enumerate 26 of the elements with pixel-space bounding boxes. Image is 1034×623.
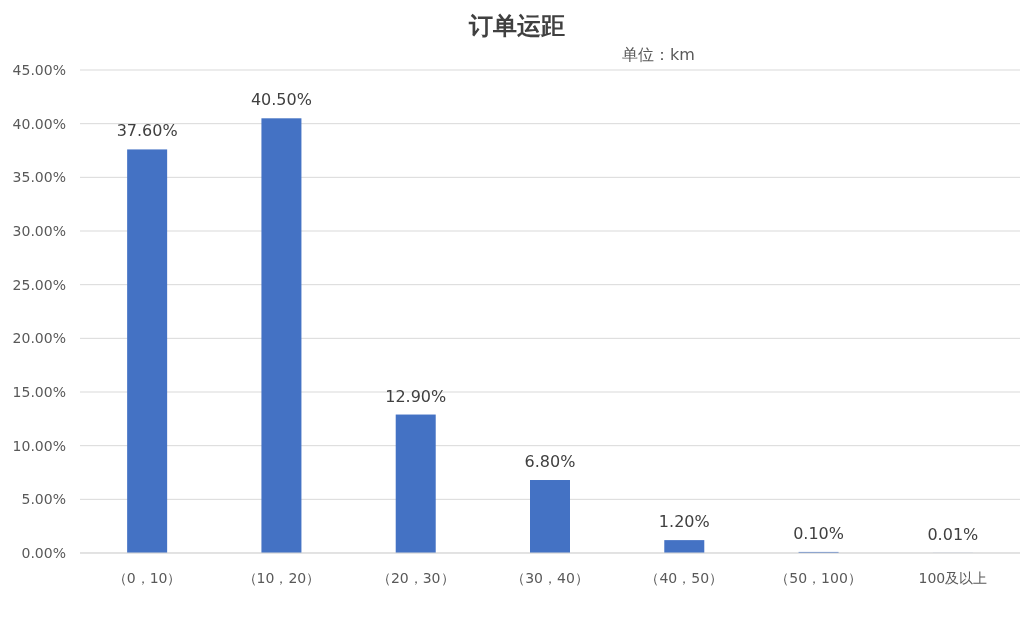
x-tick-label: （30，40） xyxy=(511,570,589,586)
data-label: 37.60% xyxy=(116,121,178,141)
data-label: 0.01% xyxy=(927,524,979,544)
y-tick-label: 25.00% xyxy=(12,276,66,293)
y-tick-label: 45.00% xyxy=(12,62,66,78)
x-tick-label: （20，30） xyxy=(376,570,455,586)
x-tick-label: （10，20） xyxy=(242,570,321,586)
x-tick-label: （0，10） xyxy=(112,570,182,586)
y-tick-label: 10.00% xyxy=(12,437,66,454)
data-label: 1.20% xyxy=(658,512,710,532)
y-tick-label: 40.00% xyxy=(12,115,66,132)
chart-title: 订单运距 xyxy=(468,11,565,40)
y-tick-label: 35.00% xyxy=(12,169,66,186)
data-label: 0.10% xyxy=(793,523,844,543)
y-tick-label: 20.00% xyxy=(12,330,66,347)
x-tick-label: （40，50） xyxy=(645,570,724,586)
chart-subtitle: 单位：km xyxy=(622,45,695,64)
y-tick-label: 0.00% xyxy=(21,545,66,561)
x-tick-label: 100及以上 xyxy=(918,570,988,586)
data-label: 6.80% xyxy=(524,452,576,472)
x-tick-label: （50，100） xyxy=(775,570,862,586)
y-tick-label: 15.00% xyxy=(12,384,66,400)
y-tick-label: 30.00% xyxy=(12,223,66,239)
y-tick-label: 5.00% xyxy=(21,491,66,508)
data-label: 40.50% xyxy=(250,90,312,110)
data-label: 12.90% xyxy=(385,386,447,406)
